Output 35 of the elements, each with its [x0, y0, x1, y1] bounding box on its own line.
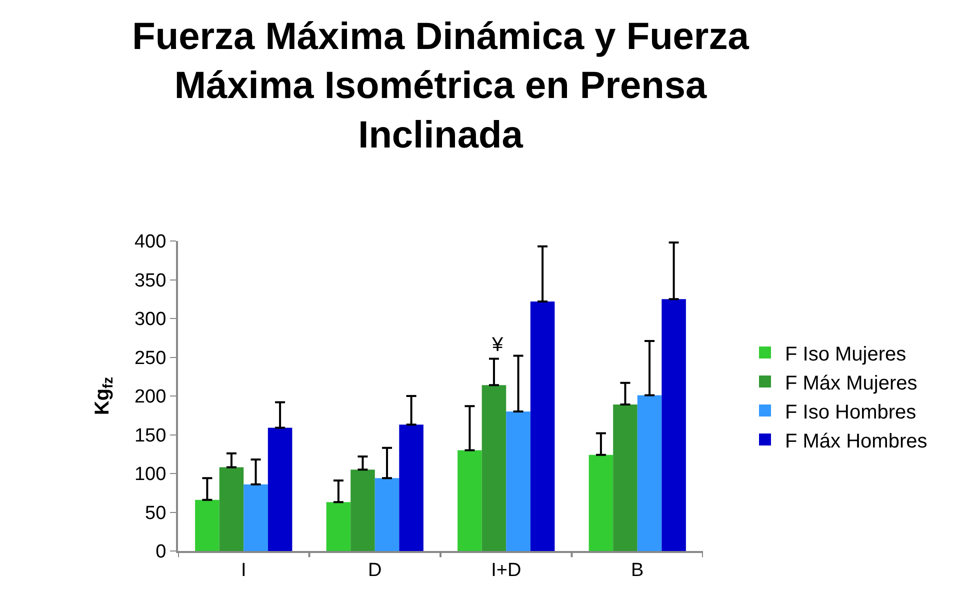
bar — [530, 301, 555, 551]
bar — [458, 450, 482, 551]
bar — [662, 299, 686, 551]
bar — [399, 424, 424, 551]
bar — [637, 395, 662, 551]
legend-label: F Máx Mujeres — [785, 372, 918, 394]
legend-label: F Iso Mujeres — [785, 343, 906, 366]
y-tick-label: 100 — [134, 464, 166, 486]
x-tick-label: B — [631, 560, 644, 581]
bar — [482, 385, 506, 551]
y-tick-label: 50 — [145, 502, 166, 524]
bar — [350, 470, 375, 551]
bar — [374, 478, 400, 551]
x-tick-label: I+D — [491, 560, 522, 581]
y-tick-label: 150 — [134, 425, 166, 446]
chart-title: Fuerza Máxima Dinámica y Fuerza Máxima Isométrica en Prensa Inclinada — [132, 16, 750, 157]
bar — [195, 500, 220, 551]
y-tick-label: 250 — [134, 348, 166, 369]
bar — [588, 454, 614, 551]
bar — [244, 484, 268, 551]
y-tick-label: 400 — [134, 232, 166, 253]
legend-label: F Iso Hombres — [785, 401, 916, 424]
bar — [613, 404, 638, 551]
legend-label: F Máx Hombres — [785, 430, 928, 452]
bar — [506, 412, 530, 551]
y-tick-label: 0 — [156, 542, 166, 563]
x-tick-label: I — [240, 560, 246, 581]
y-tick-label: 200 — [134, 386, 166, 408]
bar — [219, 467, 244, 551]
x-tick-label: D — [368, 560, 382, 581]
bar — [268, 428, 292, 551]
y-tick-label: 300 — [134, 309, 166, 330]
y-tick-label: 350 — [134, 270, 166, 292]
annotation: ¥ — [491, 334, 504, 356]
bar — [326, 502, 351, 551]
